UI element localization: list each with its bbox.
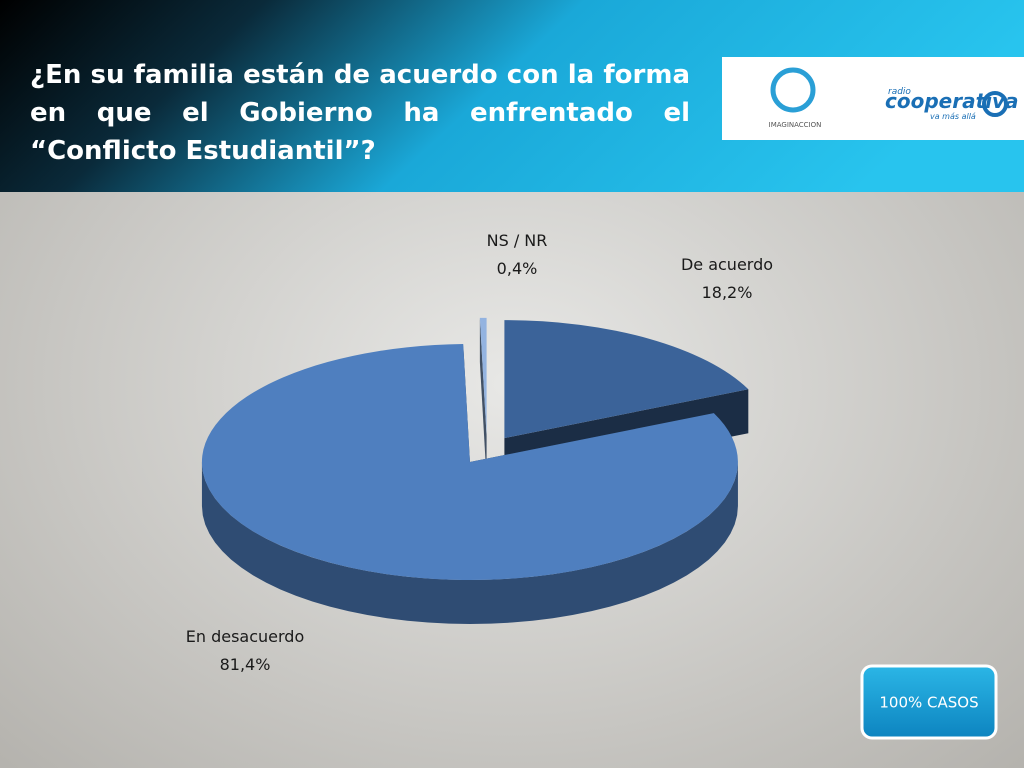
slice-value-label: 18,2%	[702, 283, 753, 302]
logo-text: IMAGINACCION	[769, 121, 822, 129]
slice-edge	[479, 317, 487, 480]
slice	[479, 317, 487, 436]
chart-title: ¿En su familia están de acuerdo con la f…	[30, 60, 690, 166]
slice	[201, 344, 738, 581]
logo-swirl	[982, 91, 1008, 117]
logo-globe	[770, 67, 816, 113]
badge	[860, 664, 998, 740]
slice-label: En desacuerdo	[186, 627, 305, 646]
slice-side	[201, 462, 738, 625]
slice-label: NS / NR	[487, 231, 548, 250]
logo-text: va más allá	[930, 112, 976, 121]
slice-value-label: 81,4%	[220, 655, 271, 674]
pie	[201, 317, 749, 625]
slice-value-label: 0,4%	[497, 259, 538, 278]
logo-text: radio	[888, 87, 911, 97]
slice-label: De acuerdo	[681, 255, 773, 274]
slice	[504, 320, 749, 439]
badge-text: 100% CASOS	[879, 694, 978, 712]
